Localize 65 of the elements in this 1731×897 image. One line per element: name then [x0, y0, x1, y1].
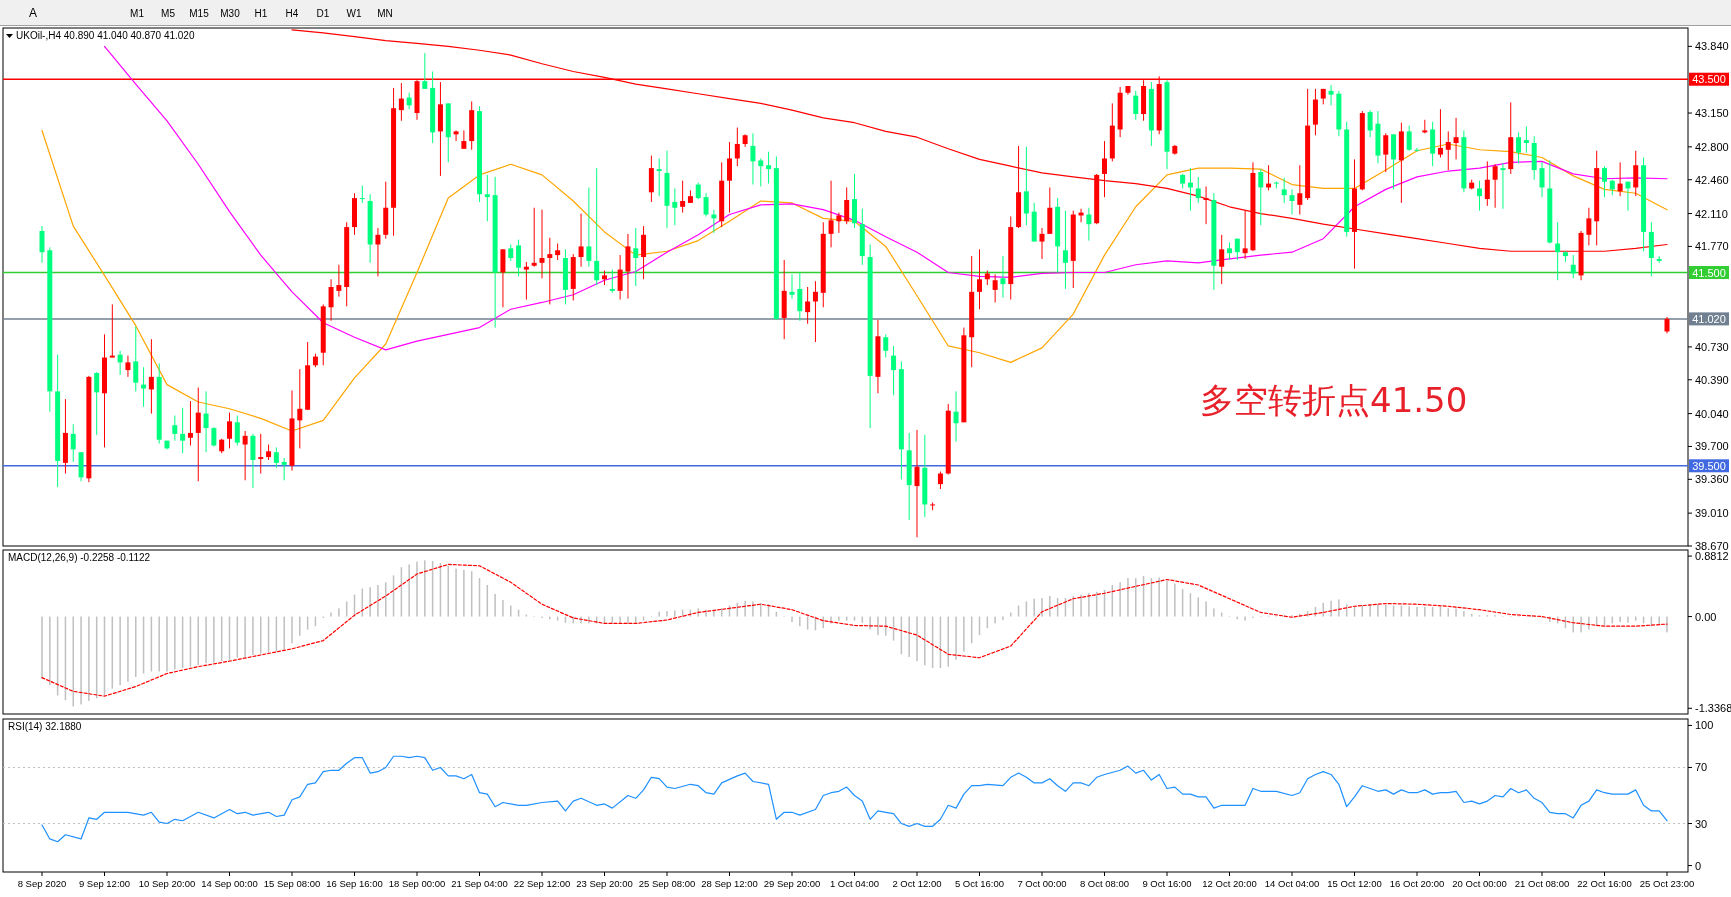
x-tick-label: 21 Oct 08:00 [1514, 878, 1570, 889]
x-tick-label: 20 Oct 00:00 [1452, 878, 1507, 889]
annotation: 多空转折点41.50 [1200, 380, 1468, 420]
x-tick-label: 10 Sep 20:00 [138, 878, 196, 889]
x-tick-label: 8 Oct 08:00 [1079, 878, 1130, 889]
y-tick-label: 41.770 [1695, 240, 1729, 253]
text: D1 [316, 8, 330, 19]
text: A [28, 6, 38, 20]
text: M5 [161, 8, 176, 19]
ref-line-label: 39.500 [1692, 459, 1726, 472]
ref-line-label: 41.500 [1692, 266, 1726, 279]
x-tick-label: 22 Sep 12:00 [513, 878, 571, 889]
x-tick-label: 18 Sep 00:00 [388, 878, 446, 889]
y-tick-label: 100 [1695, 719, 1714, 732]
y-tick-label: 40.040 [1695, 407, 1729, 420]
text: MN [377, 8, 393, 19]
ref-line-label: 43.500 [1692, 73, 1726, 86]
x-tick-label: 9 Oct 16:00 [1142, 878, 1192, 889]
y-tick-label: 0 [1695, 859, 1702, 872]
y-tick-label: 0.8812 [1695, 550, 1729, 563]
x-tick-label: 21 Sep 04:00 [451, 878, 508, 889]
text: H1 [254, 8, 268, 19]
chart-title: RSI(14) 32.1880 [8, 721, 82, 732]
text: M15 [189, 8, 210, 19]
y-tick-label: 42.460 [1695, 173, 1729, 186]
x-tick-label: 28 Sep 12:00 [701, 878, 758, 889]
y-tick-label: 40.390 [1695, 373, 1729, 386]
x-tick-label: 5 Oct 16:00 [954, 878, 1005, 889]
y-tick-label: 0.00 [1695, 610, 1717, 623]
y-tick-label: 42.110 [1695, 207, 1728, 220]
y-tick-label: 70 [1695, 761, 1708, 774]
y-tick-label: 39.700 [1695, 440, 1729, 453]
x-tick-label: 15 Oct 12:00 [1327, 878, 1382, 889]
x-tick-label: 12 Oct 20:00 [1202, 878, 1257, 889]
x-tick-label: 23 Sep 20:00 [576, 878, 633, 889]
y-tick-label: 43.840 [1695, 40, 1729, 53]
x-tick-label: 2 Oct 12:00 [892, 878, 942, 889]
x-tick-label: 29 Sep 20:00 [763, 878, 821, 889]
x-tick-label: 1 Oct 04:00 [829, 878, 880, 889]
text: H4 [285, 8, 299, 19]
text: W1 [346, 8, 362, 19]
x-tick-label: 15 Sep 08:00 [263, 878, 321, 889]
x-tick-label: 8 Sep 2020 [17, 878, 67, 889]
x-tick-label: 9 Sep 12:00 [78, 878, 131, 889]
text: M30 [220, 8, 241, 19]
x-tick-label: 25 Sep 08:00 [638, 878, 696, 889]
x-tick-label: 16 Oct 20:00 [1389, 878, 1445, 889]
y-tick-label: 39.010 [1695, 507, 1729, 520]
x-tick-label: 14 Oct 04:00 [1264, 878, 1320, 889]
chart-title: UKOil-,H4 40.890 41.040 40.870 41.020 [16, 30, 195, 41]
y-tick-label: 38.670 [1695, 540, 1729, 552]
y-tick-label: 40.730 [1695, 340, 1729, 353]
y-tick-label: 42.800 [1695, 140, 1729, 153]
x-tick-label: 22 Oct 16:00 [1577, 878, 1632, 889]
ref-line-label: 41.020 [1692, 312, 1726, 325]
y-tick-label: 43.150 [1695, 107, 1729, 120]
y-tick-label: -1.3368 [1695, 702, 1731, 715]
y-tick-label: 30 [1695, 817, 1708, 830]
text: M1 [130, 8, 145, 19]
y-tick-label: 39.360 [1695, 473, 1729, 486]
x-tick-label: 25 Oct 23:00 [1639, 878, 1695, 889]
x-tick-label: 16 Sep 16:00 [326, 878, 383, 889]
chart-title: MACD(12,26,9) -0.2258 -0.1122 [8, 552, 151, 563]
x-tick-label: 14 Sep 00:00 [201, 878, 258, 889]
x-tick-label: 7 Oct 00:00 [1017, 878, 1067, 889]
